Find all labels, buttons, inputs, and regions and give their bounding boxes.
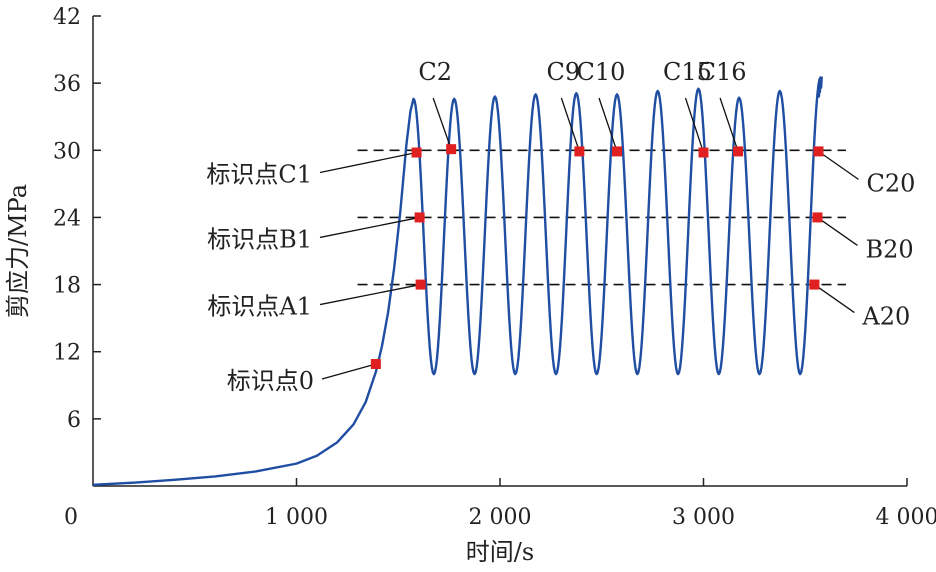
marker-label: C16	[698, 58, 747, 86]
marker-label: C2	[418, 58, 452, 86]
y-tick-label: 30	[53, 139, 81, 164]
leader-line	[319, 216, 420, 239]
marker-point	[414, 212, 425, 223]
marker-label: C15	[663, 58, 712, 86]
marker-label: 标识点0	[227, 367, 314, 395]
marker-label: C20	[866, 169, 915, 197]
leader-line	[598, 97, 618, 152]
marker-point	[415, 279, 426, 290]
marker-point	[612, 146, 623, 157]
leader-line	[684, 97, 705, 153]
leader-line	[319, 283, 421, 306]
x-tick-label: 2 000	[469, 505, 532, 530]
x-tick-label: 1 000	[265, 505, 328, 530]
annotation-leaders	[319, 97, 859, 380]
marker-point	[809, 279, 820, 290]
marker-point	[733, 146, 744, 157]
y-tick-label: 36	[53, 72, 81, 97]
y-tick-label: 18	[53, 274, 81, 299]
x-axis-label: 时间/s	[466, 538, 534, 566]
marker-label: 标识点A1	[207, 293, 312, 321]
marker-label: 标识点B1	[207, 225, 312, 253]
leader-line	[560, 97, 580, 152]
leader-line	[814, 284, 855, 314]
marker-label: C10	[577, 58, 626, 86]
marker-point	[813, 146, 824, 157]
stress-curve	[92, 76, 823, 487]
stress-curve-group	[92, 76, 823, 487]
marker-point	[698, 147, 709, 158]
marker-point	[411, 147, 422, 158]
leader-line	[319, 151, 417, 174]
x-tick-label: 0	[64, 505, 78, 530]
y-tick-label: 6	[67, 408, 81, 433]
y-axis-label: 剪应力/MPa	[4, 184, 32, 318]
marker-label: C9	[547, 58, 581, 86]
marker-points	[370, 144, 824, 370]
marker-label: 标识点C1	[206, 161, 312, 189]
marker-point	[574, 146, 585, 157]
marker-label: B20	[865, 235, 913, 263]
y-tick-label: 42	[53, 5, 81, 30]
x-tick-label: 3 000	[672, 505, 735, 530]
leader-line	[719, 97, 739, 152]
axes: 6 12 18 24 30 36 42 0 1 000 2 000 3 000 4 000	[53, 5, 936, 530]
leader-line	[432, 97, 452, 150]
marker-point	[812, 212, 823, 223]
reference-lines	[357, 149, 846, 286]
marker-label: A20	[861, 303, 910, 331]
marker-point	[446, 144, 457, 155]
marker-point	[370, 359, 381, 370]
leader-line	[818, 150, 859, 180]
leader-line	[321, 363, 377, 380]
x-tick-label: 4 000	[876, 505, 936, 530]
y-tick-label: 24	[53, 206, 81, 231]
y-tick-label: 12	[53, 341, 81, 366]
leader-line	[817, 216, 858, 246]
